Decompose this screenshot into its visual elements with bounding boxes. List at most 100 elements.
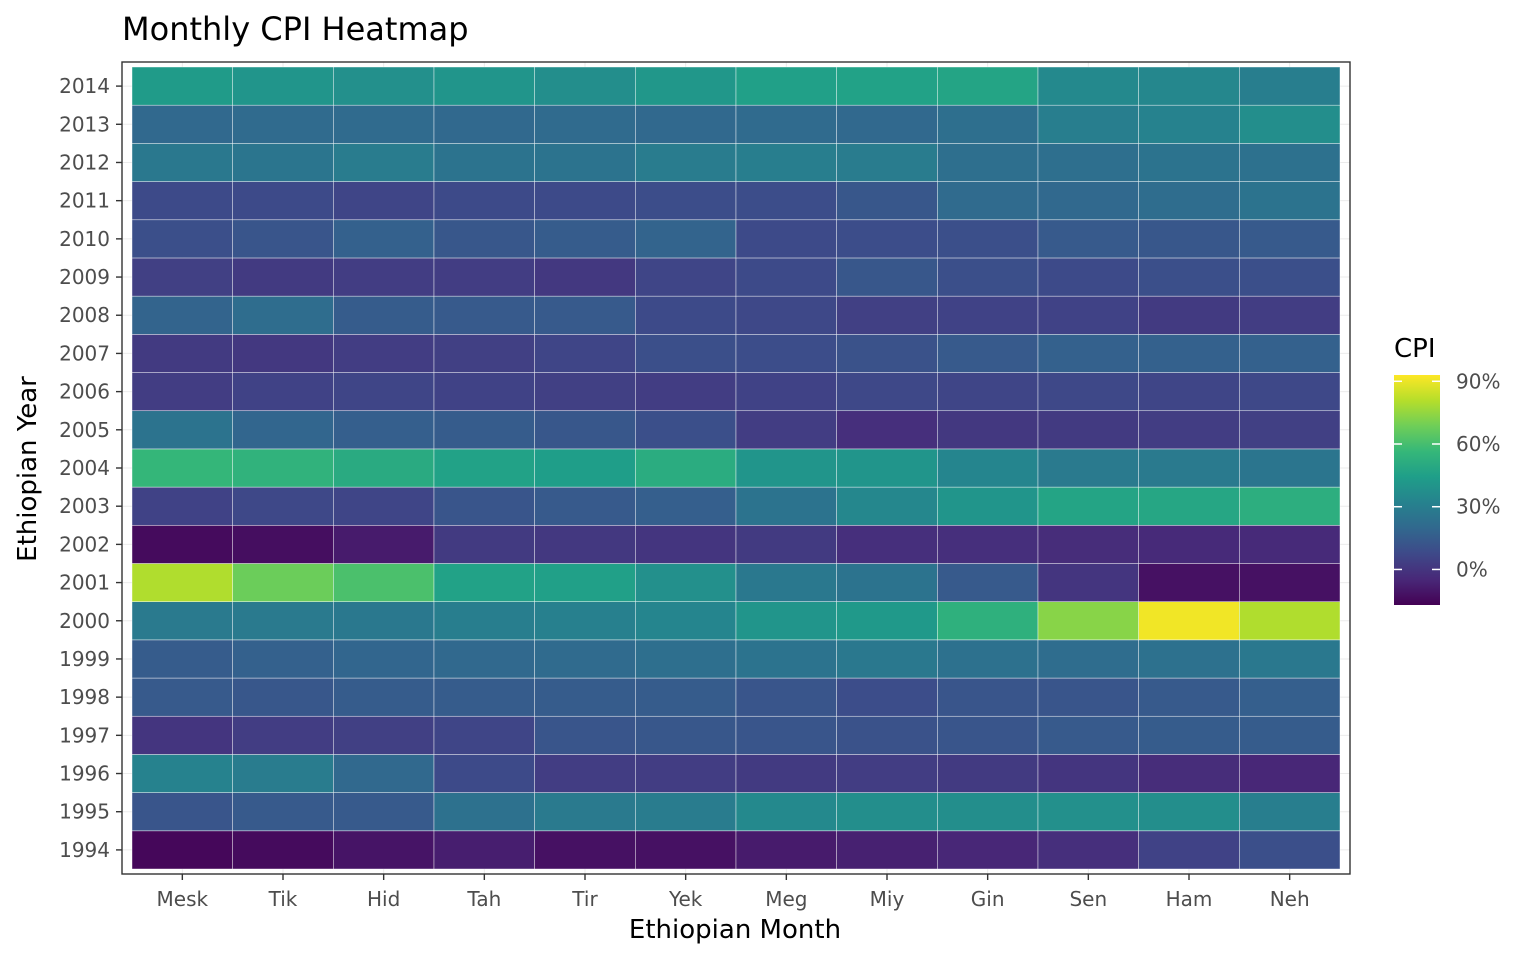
heatmap-cell-2009-Mesk <box>131 257 233 297</box>
heatmap-cell-1997-Miy <box>836 715 938 755</box>
x-tick-label-Sen: Sen <box>1069 887 1107 911</box>
heatmap-cell-1995-Hid <box>333 792 435 832</box>
heatmap-cell-1994-Meg <box>735 830 837 870</box>
heatmap-cell-2010-Hid <box>333 219 435 259</box>
heatmap-cell-2001-Meg <box>735 563 837 602</box>
heatmap-cell-2014-Gin <box>937 66 1039 106</box>
y-tick-label-2007: 2007 <box>59 341 110 365</box>
heatmap-cell-2008-Meg <box>735 295 837 335</box>
x-tick-label-Tir: Tir <box>571 887 598 911</box>
heatmap-cell-2008-Gin <box>937 295 1039 335</box>
heatmap-cell-2001-Mesk <box>131 563 233 602</box>
heatmap-cell-2009-Yek <box>635 257 737 297</box>
heatmap-cell-2010-Tir <box>534 219 636 259</box>
heatmap-cell-2007-Tik <box>232 334 334 373</box>
heatmap-cell-2008-Mesk <box>131 295 233 335</box>
heatmap-cell-1995-Meg <box>735 792 837 832</box>
legend: CPI 0% 30% 60% 90% <box>1394 334 1500 605</box>
heatmap-cell-2000-Sen <box>1037 601 1139 641</box>
heatmap-cell-1998-Sen <box>1037 677 1139 717</box>
heatmap-cell-2007-Neh <box>1239 334 1341 373</box>
y-tick-label-2012: 2012 <box>59 150 110 174</box>
y-tick-label-2006: 2006 <box>59 380 110 404</box>
heatmap-cell-2011-Gin <box>937 181 1039 221</box>
heatmap-cell-2001-Ham <box>1138 563 1240 602</box>
heatmap-cell-2006-Mesk <box>131 372 233 412</box>
heatmap-cell-2013-Meg <box>735 104 837 144</box>
heatmap-cell-2012-Meg <box>735 143 837 182</box>
x-tick-label-Tah: Tah <box>466 887 501 911</box>
heatmap-cell-2011-Tir <box>534 181 636 221</box>
heatmap-cell-2006-Hid <box>333 372 435 412</box>
heatmap-cell-1995-Ham <box>1138 792 1240 832</box>
heatmap-cell-1995-Miy <box>836 792 938 832</box>
heatmap-cell-1994-Tir <box>534 830 636 870</box>
heatmap-cell-2000-Mesk <box>131 601 233 641</box>
heatmap-cell-1998-Ham <box>1138 677 1240 717</box>
y-tick-label-2009: 2009 <box>59 265 110 289</box>
heatmap-cell-2004-Tik <box>232 448 334 488</box>
heatmap-cell-1994-Gin <box>937 830 1039 870</box>
heatmap-cell-2014-Ham <box>1138 66 1240 106</box>
heatmap-cell-2006-Neh <box>1239 372 1341 412</box>
y-tick-label-2014: 2014 <box>59 74 110 98</box>
heatmap-cell-2013-Gin <box>937 104 1039 144</box>
heatmap-cell-1998-Gin <box>937 677 1039 717</box>
heatmap-cell-2006-Tah <box>433 372 535 412</box>
heatmap-cell-1999-Hid <box>333 639 435 679</box>
heatmap-cell-1999-Sen <box>1037 639 1139 679</box>
y-tick-label-1999: 1999 <box>59 647 110 671</box>
heatmap-cell-2014-Tik <box>232 66 334 106</box>
heatmap-cell-2001-Yek <box>635 563 737 602</box>
heatmap-cell-2012-Sen <box>1037 143 1139 182</box>
heatmap-cell-1995-Mesk <box>131 792 233 832</box>
heatmap-cell-2010-Neh <box>1239 219 1341 259</box>
heatmap-cell-2001-Gin <box>937 563 1039 602</box>
x-tick-label-Yek: Yek <box>668 887 703 911</box>
heatmap-cell-2005-Mesk <box>131 410 233 450</box>
heatmap-cell-1997-Yek <box>635 715 737 755</box>
heatmap-cell-2000-Gin <box>937 601 1039 641</box>
heatmap-cell-1995-Gin <box>937 792 1039 832</box>
heatmap-cell-2006-Gin <box>937 372 1039 412</box>
heatmap-cell-2008-Miy <box>836 295 938 335</box>
heatmap-cell-1999-Mesk <box>131 639 233 679</box>
heatmap-cell-2002-Hid <box>333 524 435 564</box>
heatmap-cell-2013-Hid <box>333 104 435 144</box>
heatmap-cell-2002-Mesk <box>131 524 233 564</box>
heatmap-cell-2000-Yek <box>635 601 737 641</box>
heatmap-cell-2007-Miy <box>836 334 938 373</box>
heatmap-cell-1996-Miy <box>836 754 938 793</box>
heatmap-cell-1998-Tik <box>232 677 334 717</box>
heatmap-cell-1998-Neh <box>1239 677 1341 717</box>
heatmap-cell-2007-Hid <box>333 334 435 373</box>
heatmap-cell-2012-Tir <box>534 143 636 182</box>
heatmap-cell-2002-Yek <box>635 524 737 564</box>
heatmap-cell-2013-Mesk <box>131 104 233 144</box>
y-tick-label-2010: 2010 <box>59 227 110 251</box>
heatmap-cell-2011-Tah <box>433 181 535 221</box>
heatmap-cell-2010-Tik <box>232 219 334 259</box>
heatmap-cell-1994-Yek <box>635 830 737 870</box>
y-tick-label-2000: 2000 <box>59 609 110 633</box>
heatmap-cell-2005-Tir <box>534 410 636 450</box>
heatmap-cell-1997-Mesk <box>131 715 233 755</box>
heatmap-cell-2006-Meg <box>735 372 837 412</box>
heatmap-cell-2008-Neh <box>1239 295 1341 335</box>
heatmap-cell-2011-Neh <box>1239 181 1341 221</box>
x-tick-label-Hid: Hid <box>367 887 400 911</box>
heatmap-cell-2002-Tik <box>232 524 334 564</box>
heatmap-cell-1994-Neh <box>1239 830 1341 870</box>
heatmap-cell-2010-Miy <box>836 219 938 259</box>
heatmap-cell-1997-Gin <box>937 715 1039 755</box>
heatmap-cell-2003-Meg <box>735 486 837 526</box>
y-tick-label-1998: 1998 <box>59 685 110 709</box>
heatmap-cell-1999-Neh <box>1239 639 1341 679</box>
heatmap-cell-2001-Tah <box>433 563 535 602</box>
heatmap-cell-1998-Mesk <box>131 677 233 717</box>
legend-tick-label: 30% <box>1456 495 1500 519</box>
heatmap-cell-2000-Ham <box>1138 601 1240 641</box>
y-tick-label-1994: 1994 <box>59 838 110 862</box>
heatmap-cell-1998-Miy <box>836 677 938 717</box>
heatmap-cell-2008-Tah <box>433 295 535 335</box>
